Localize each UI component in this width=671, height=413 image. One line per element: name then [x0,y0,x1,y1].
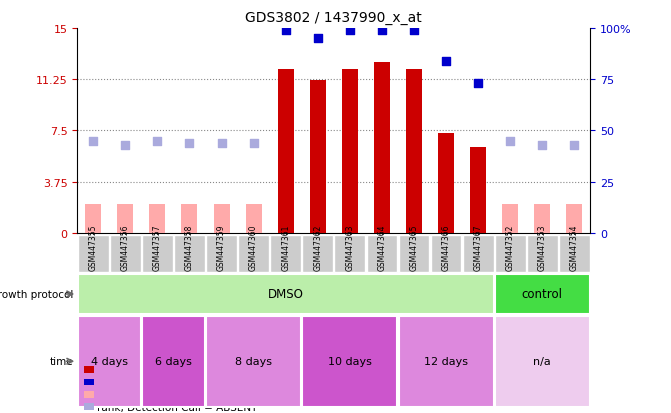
Bar [310,81,326,233]
Text: value, Detection Call = ABSENT: value, Detection Call = ABSENT [97,389,262,399]
Text: GSM447353: GSM447353 [538,224,547,271]
Text: GSM447362: GSM447362 [313,224,322,271]
Text: GSM447359: GSM447359 [217,224,226,271]
Bar [534,205,550,233]
Bar [85,205,101,233]
Text: growth protocol: growth protocol [0,289,74,299]
Point [344,28,355,34]
Point [376,28,387,34]
Text: 8 days: 8 days [235,356,272,366]
Bar [374,63,390,233]
Text: percentile rank within the sample: percentile rank within the sample [97,377,273,387]
Point [537,142,548,149]
Text: GSM447354: GSM447354 [570,224,579,271]
Text: GSM447358: GSM447358 [185,224,194,271]
Bar [181,205,197,233]
Text: GSM447360: GSM447360 [249,224,258,271]
Text: 10 days: 10 days [328,356,372,366]
Point [216,140,227,147]
Bar [406,70,422,233]
Text: time: time [50,356,74,366]
Bar [213,205,229,233]
Text: 12 days: 12 days [424,356,468,366]
Bar [246,205,262,233]
Point [505,138,515,145]
Text: GSM447365: GSM447365 [409,224,419,271]
Text: GSM447355: GSM447355 [89,224,98,271]
Text: GSM447364: GSM447364 [378,224,386,271]
Point [441,58,452,65]
Point [88,138,99,145]
Bar [438,134,454,233]
Text: control: control [522,288,563,301]
Point [184,140,195,147]
Point [248,140,259,147]
Bar [566,205,582,233]
Text: n/a: n/a [533,356,552,366]
Text: DMSO: DMSO [268,288,304,301]
Text: GDS3802 / 1437990_x_at: GDS3802 / 1437990_x_at [246,11,422,25]
Point [152,138,163,145]
Text: rank, Detection Call = ABSENT: rank, Detection Call = ABSENT [97,402,258,412]
Text: 4 days: 4 days [91,356,127,366]
Point [120,142,131,149]
Point [473,81,484,88]
Text: GSM447357: GSM447357 [153,224,162,271]
Text: transformed count: transformed count [97,365,195,375]
Text: GSM447361: GSM447361 [281,224,290,271]
Bar [342,70,358,233]
Text: GSM447352: GSM447352 [506,224,515,271]
Bar [117,205,134,233]
Text: 6 days: 6 days [155,356,192,366]
Point [569,142,580,149]
Text: GSM447366: GSM447366 [442,224,451,271]
Text: GSM447363: GSM447363 [346,224,354,271]
Bar [503,205,518,233]
Bar [470,147,486,233]
Point [313,36,323,43]
Text: GSM447356: GSM447356 [121,224,130,271]
Text: GSM447367: GSM447367 [474,224,482,271]
Point [409,28,419,34]
Point [280,28,291,34]
Bar [278,70,294,233]
Bar [150,205,165,233]
